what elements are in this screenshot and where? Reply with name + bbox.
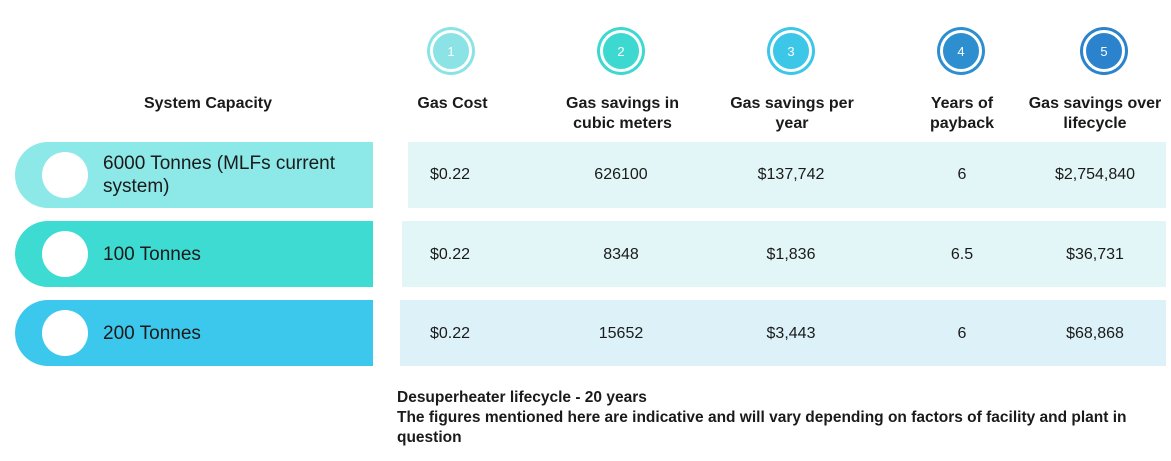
header-gas-savings-year: Gas savings per year	[730, 95, 854, 132]
footnote-lifecycle: Desuperheater lifecycle - 20 years	[397, 389, 647, 406]
step-badge-2: 2	[600, 30, 642, 72]
header-gas-savings-cubic: Gas savings in cubic meters	[566, 95, 679, 132]
table-row-band	[400, 300, 1166, 366]
capacity-pill	[15, 300, 373, 366]
gas-cost-cell: $0.22	[429, 166, 471, 183]
footnote: Desuperheater lifecycle - 20 years The f…	[397, 388, 1167, 448]
gas-cost-cell: $0.22	[429, 246, 471, 263]
lifecycle-cell: $36,731	[1066, 246, 1124, 263]
header-system-capacity: System Capacity	[143, 95, 273, 112]
step-badge-3: 3	[770, 30, 812, 72]
per-year-cell: $1,836	[766, 246, 816, 263]
payback-cell: 6	[957, 166, 967, 183]
pill-circle-icon	[42, 152, 88, 198]
table-row-band	[402, 221, 1166, 287]
payback-cell: 6	[957, 325, 967, 342]
capacity-pill	[15, 142, 373, 208]
capacity-label: 6000 Tonnes (MLFs current system)	[103, 153, 335, 197]
gas-cost-cell: $0.22	[429, 325, 471, 342]
cubic-meters-cell: 626100	[594, 166, 648, 183]
lifecycle-cell: $68,868	[1066, 325, 1124, 342]
capacity-label: 100 Tonnes	[103, 244, 201, 265]
header-years-payback: Years of payback	[929, 95, 995, 132]
capacity-pill	[15, 221, 373, 287]
pill-circle-icon	[42, 310, 88, 356]
cubic-meters-cell: 15652	[598, 325, 644, 342]
step-badge-4: 4	[940, 30, 982, 72]
header-gas-savings-lifecycle: Gas savings over lifecycle	[1028, 95, 1162, 132]
step-badge-1: 1	[430, 30, 472, 72]
step-badge-5: 5	[1083, 30, 1125, 72]
table-row-band	[408, 142, 1166, 208]
per-year-cell: $3,443	[766, 325, 816, 342]
header-gas-cost: Gas Cost	[417, 95, 488, 112]
cubic-meters-cell: 8348	[603, 246, 639, 263]
footnote-disclaimer: The figures mentioned here are indicativ…	[397, 409, 1127, 446]
payback-cell: 6.5	[950, 246, 974, 263]
lifecycle-cell: $2,754,840	[1054, 166, 1136, 183]
capacity-label: 200 Tonnes	[103, 323, 201, 344]
pill-circle-icon	[42, 231, 88, 277]
per-year-cell: $137,742	[757, 166, 825, 183]
